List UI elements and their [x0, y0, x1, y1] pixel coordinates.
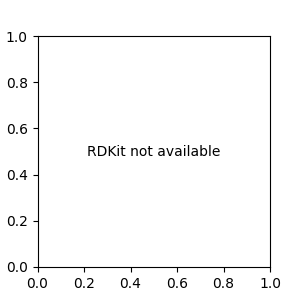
Text: RDKit not available: RDKit not available: [87, 145, 220, 158]
